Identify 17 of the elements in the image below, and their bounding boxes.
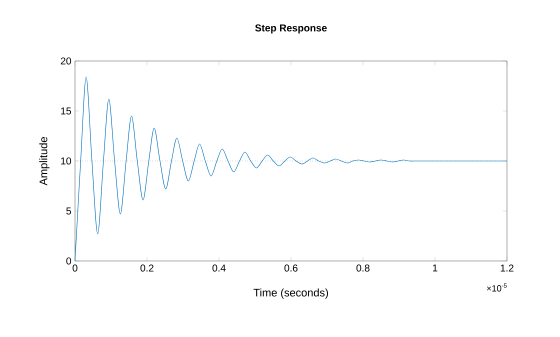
- y-tick-label: 20: [60, 57, 72, 65]
- y-axis-title: Amplitude: [39, 137, 50, 186]
- x-tick-label: 0: [72, 264, 78, 272]
- x-tick-label: 0.4: [212, 264, 226, 272]
- x-axis-title: Time (seconds): [254, 288, 328, 299]
- chart-title: Step Response: [255, 24, 327, 34]
- y-tick-label: 10: [61, 157, 72, 165]
- x-tick-label: 0.8: [356, 264, 370, 272]
- x-tick-label: 0.6: [284, 264, 298, 272]
- y-tick-label: 0: [66, 257, 72, 265]
- x-tick-label: 1.2: [500, 264, 514, 272]
- x-tick-label: 0.2: [140, 264, 154, 272]
- text: ×10$^{-5}$: [486, 284, 507, 292]
- y-tick-label: 5: [66, 207, 72, 214]
- y-tick-label: 15: [61, 108, 72, 114]
- x-tick-label: 1: [432, 264, 438, 272]
- line-series: [74, 76, 508, 262]
